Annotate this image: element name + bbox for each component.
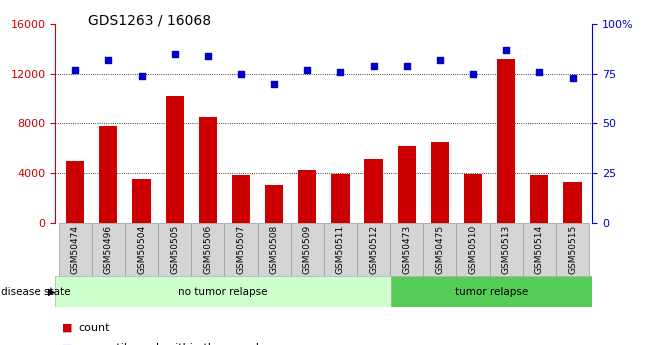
Text: GSM50506: GSM50506: [203, 225, 212, 274]
Bar: [464, 174, 482, 223]
Point: [435, 57, 445, 62]
Bar: [158, 223, 191, 276]
Bar: [132, 179, 150, 223]
Bar: [531, 175, 549, 223]
Point: [236, 71, 246, 77]
Bar: [125, 223, 158, 276]
Bar: [331, 174, 350, 223]
Bar: [232, 175, 250, 223]
Text: ■: ■: [62, 323, 72, 333]
Text: GSM50504: GSM50504: [137, 225, 146, 274]
Text: GSM50509: GSM50509: [303, 225, 312, 274]
Point: [534, 69, 545, 75]
Text: GSM50511: GSM50511: [336, 225, 345, 274]
Point: [335, 69, 346, 75]
Bar: [563, 181, 581, 223]
Point: [402, 63, 412, 69]
Text: GSM50513: GSM50513: [502, 225, 511, 274]
Point: [103, 57, 113, 62]
Point: [501, 47, 512, 53]
Bar: [390, 223, 423, 276]
Bar: [398, 146, 416, 223]
Bar: [456, 223, 490, 276]
Bar: [298, 170, 316, 223]
Text: GSM50475: GSM50475: [436, 225, 445, 274]
Point: [302, 67, 312, 72]
Bar: [55, 276, 391, 307]
Bar: [165, 96, 184, 223]
Text: GSM50515: GSM50515: [568, 225, 577, 274]
Bar: [423, 223, 456, 276]
Bar: [291, 223, 324, 276]
Bar: [191, 223, 225, 276]
Bar: [199, 117, 217, 223]
Text: ■: ■: [62, 344, 72, 345]
Text: GSM50473: GSM50473: [402, 225, 411, 274]
Text: GSM50507: GSM50507: [236, 225, 245, 274]
Text: disease state: disease state: [1, 287, 70, 296]
Bar: [324, 223, 357, 276]
Bar: [225, 223, 258, 276]
Point: [269, 81, 279, 87]
Text: count: count: [78, 323, 109, 333]
Text: percentile rank within the sample: percentile rank within the sample: [78, 344, 266, 345]
Text: GSM50496: GSM50496: [104, 225, 113, 274]
Text: GSM50508: GSM50508: [270, 225, 279, 274]
Text: GSM50474: GSM50474: [71, 225, 79, 274]
Point: [202, 53, 213, 59]
Point: [136, 73, 146, 78]
Bar: [391, 276, 592, 307]
Bar: [59, 223, 92, 276]
Bar: [99, 126, 117, 223]
Bar: [365, 159, 383, 223]
Text: ▶: ▶: [48, 287, 55, 296]
Text: tumor relapse: tumor relapse: [455, 287, 529, 296]
Text: GSM50510: GSM50510: [469, 225, 478, 274]
Bar: [66, 160, 85, 223]
Text: no tumor relapse: no tumor relapse: [178, 287, 268, 296]
Bar: [265, 185, 283, 223]
Text: GSM50505: GSM50505: [170, 225, 179, 274]
Bar: [523, 223, 556, 276]
Point: [70, 67, 81, 72]
Bar: [357, 223, 390, 276]
Bar: [497, 59, 516, 223]
Bar: [556, 223, 589, 276]
Point: [368, 63, 379, 69]
Bar: [258, 223, 291, 276]
Text: GSM50512: GSM50512: [369, 225, 378, 274]
Text: GSM50514: GSM50514: [535, 225, 544, 274]
Point: [468, 71, 478, 77]
Point: [169, 51, 180, 57]
Point: [567, 75, 577, 80]
Bar: [92, 223, 125, 276]
Bar: [490, 223, 523, 276]
Text: GDS1263 / 16068: GDS1263 / 16068: [88, 14, 211, 28]
Bar: [431, 142, 449, 223]
